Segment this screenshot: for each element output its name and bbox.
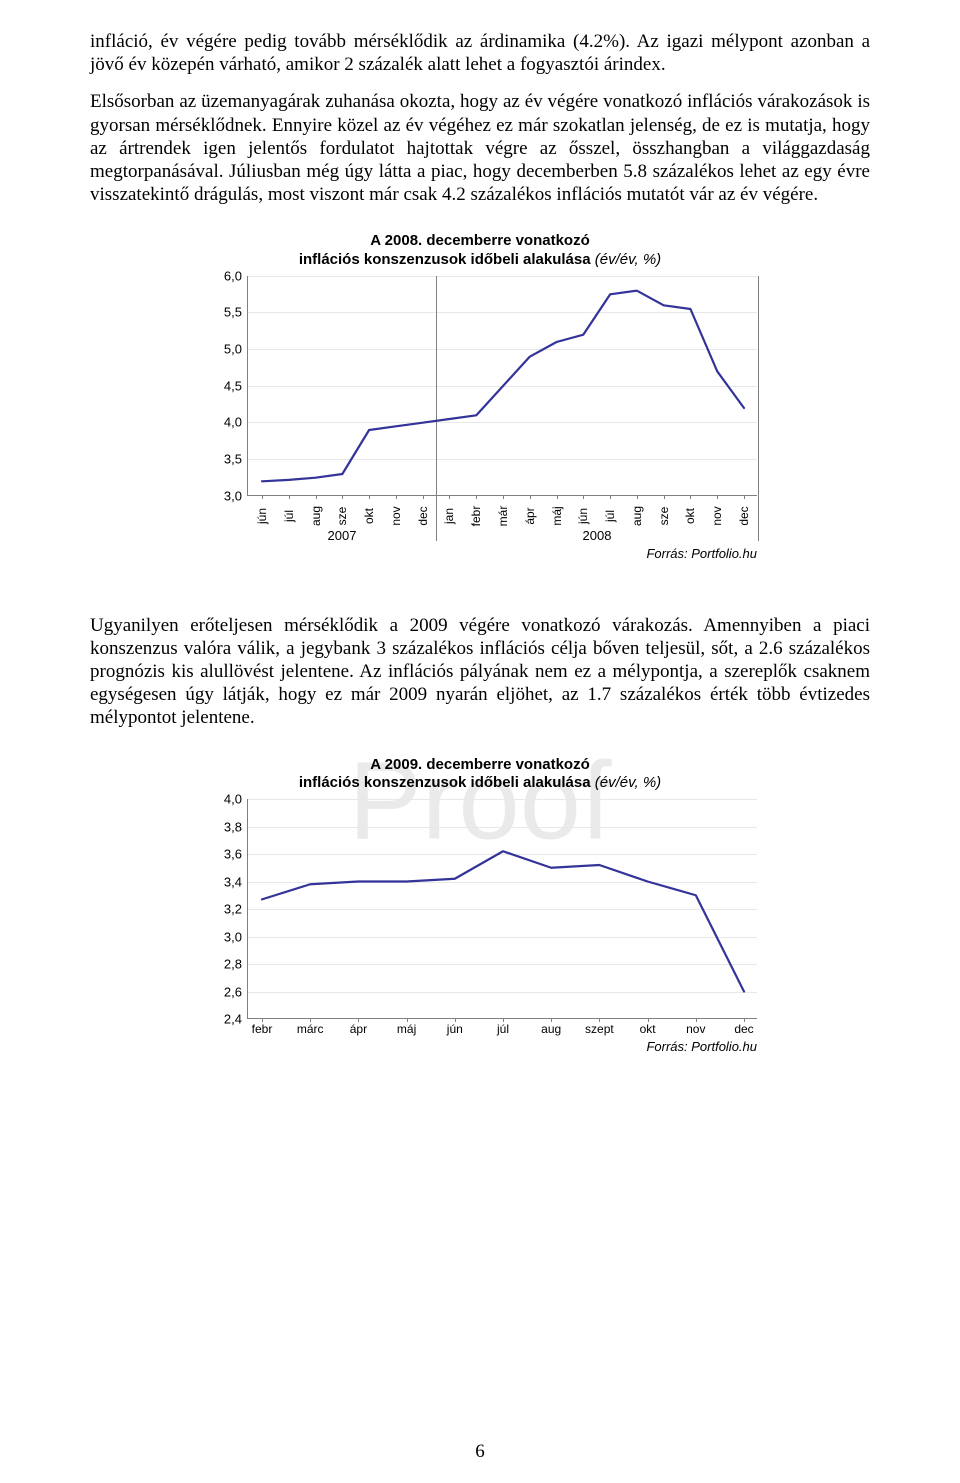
- y-axis-tick: 4,0: [206, 792, 242, 807]
- x-group-label: 2007: [328, 528, 357, 543]
- x-axis-tick: jún: [255, 508, 269, 524]
- y-axis-tick: 6,0: [206, 268, 242, 283]
- chart-2008: A 2008. decemberre vonatkozóinflációs ko…: [90, 232, 870, 566]
- x-axis-tick: okt: [640, 1022, 656, 1036]
- x-axis-tick: sze: [335, 506, 349, 525]
- x-axis-tick: szept: [585, 1022, 614, 1036]
- x-axis-tick: febr: [469, 505, 483, 526]
- chart-2009: A 2009. decemberre vonatkozóinflációs ko…: [90, 756, 870, 1060]
- x-axis-tick: máj: [397, 1022, 416, 1036]
- y-axis-tick: 2,8: [206, 957, 242, 972]
- x-axis-tick: jún: [447, 1022, 463, 1036]
- y-axis-tick: 2,6: [206, 984, 242, 999]
- chart-line-series: [248, 276, 758, 496]
- x-axis-tick: márc: [297, 1022, 324, 1036]
- x-axis-tick: már: [496, 505, 510, 526]
- y-axis-tick: 4,5: [206, 378, 242, 393]
- x-axis-tick: máj: [550, 506, 564, 525]
- chart-plot-area: 2,42,62,83,03,23,43,63,84,0febrmárcáprmá…: [247, 799, 757, 1019]
- x-axis-tick: júl: [282, 510, 296, 522]
- chart-source: Forrás: Portfolio.hu: [646, 546, 757, 561]
- paragraph-1: infláció, év végére pedig tovább mérsékl…: [90, 30, 870, 76]
- x-axis-tick: aug: [309, 506, 323, 526]
- x-group-label: 2008: [583, 528, 612, 543]
- chart-title: A 2009. decemberre vonatkozóinflációs ko…: [203, 756, 757, 794]
- x-axis-tick: júl: [603, 510, 617, 522]
- y-axis-tick: 4,0: [206, 415, 242, 430]
- x-axis-tick: okt: [683, 508, 697, 524]
- x-axis-tick: ápr: [350, 1022, 367, 1036]
- x-axis-tick: ápr: [523, 507, 537, 524]
- x-axis-tick: sze: [657, 506, 671, 525]
- x-axis-tick: dec: [737, 506, 751, 525]
- chart-source: Forrás: Portfolio.hu: [646, 1039, 757, 1054]
- chart-line-series: [248, 799, 758, 1019]
- x-axis-tick: júl: [497, 1022, 509, 1036]
- y-axis-tick: 3,0: [206, 488, 242, 503]
- y-axis-tick: 3,4: [206, 874, 242, 889]
- x-axis-tick: okt: [362, 508, 376, 524]
- x-axis-tick: febr: [252, 1022, 273, 1036]
- paragraph-3: Ugyanilyen erőteljesen mérséklődik a 200…: [90, 614, 870, 730]
- chart-plot-area: 3,03,54,04,55,05,56,0júnjúlaugszeoktnovd…: [247, 276, 757, 496]
- x-axis-tick: dec: [734, 1022, 753, 1036]
- y-axis-tick: 3,2: [206, 902, 242, 917]
- y-axis-tick: 3,0: [206, 929, 242, 944]
- y-axis-tick: 5,5: [206, 305, 242, 320]
- x-axis-tick: aug: [630, 506, 644, 526]
- y-axis-tick: 5,0: [206, 342, 242, 357]
- y-axis-tick: 2,4: [206, 1012, 242, 1027]
- x-axis-tick: nov: [686, 1022, 705, 1036]
- y-axis-tick: 3,5: [206, 452, 242, 467]
- paragraph-2: Elsősorban az üzemanyagárak zuhanása oko…: [90, 90, 870, 206]
- x-axis-tick: aug: [541, 1022, 561, 1036]
- page-number: 6: [0, 1441, 960, 1463]
- y-axis-tick: 3,8: [206, 819, 242, 834]
- y-axis-tick: 3,6: [206, 847, 242, 862]
- x-axis-tick: nov: [710, 506, 724, 525]
- x-axis-tick: jún: [576, 508, 590, 524]
- x-axis-tick: dec: [416, 506, 430, 525]
- x-axis-tick: jan: [442, 508, 456, 524]
- x-axis-tick: nov: [389, 506, 403, 525]
- chart-title: A 2008. decemberre vonatkozóinflációs ko…: [203, 232, 757, 270]
